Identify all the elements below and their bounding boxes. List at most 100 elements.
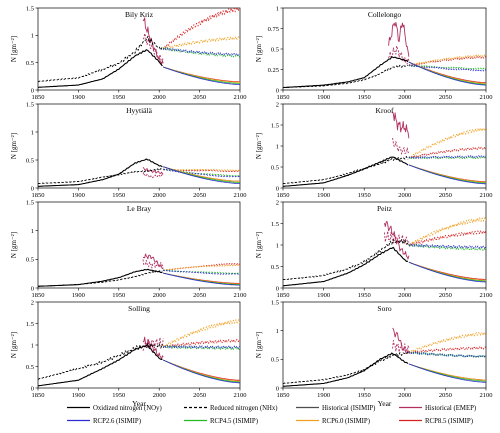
y-tick-label: 1.5 <box>271 299 279 306</box>
hist-noy-line <box>283 156 409 187</box>
x-tick-label: 1850 <box>32 192 45 199</box>
x-tick-label: 2050 <box>193 292 206 299</box>
x-tick-label: 1850 <box>32 94 45 101</box>
x-tick-label: 2000 <box>398 94 411 101</box>
y-tick-label: 1.5 <box>271 122 279 129</box>
hist-noy-line <box>38 344 163 387</box>
x-tick-label: 2050 <box>439 392 452 399</box>
plot-area <box>38 8 240 88</box>
legend: Oxidized nitrogen (NOy) Reduced nitrogen … <box>67 405 476 425</box>
panel-collelongo: Collelongo 0 0.25 0.5 0.75 1 1850 1900 1950 2000 2… <box>255 5 493 101</box>
x-tick-label: 1850 <box>32 392 45 399</box>
x-tick-label: 1900 <box>317 292 330 299</box>
emep-noy-line <box>392 327 410 354</box>
rcp45-nhx-line <box>162 47 240 58</box>
panel-title: Le Bray <box>127 204 152 213</box>
x-tick-label: 1950 <box>358 392 371 399</box>
legend-label: Historical (EMEP) <box>425 405 476 412</box>
x-tick-label: 1850 <box>277 392 290 399</box>
x-tick-label: 2100 <box>480 392 493 399</box>
panel-title: Bily Kriz <box>125 10 154 19</box>
x-tick-label: 1850 <box>32 292 45 299</box>
y-tick-label: 0.5 <box>271 46 279 53</box>
rcp85-nhx-line <box>408 230 486 247</box>
rcp45-nhx-line <box>408 243 486 251</box>
rcp45-nhx-line <box>408 156 486 160</box>
rcp26-nhx-line <box>162 345 240 349</box>
x-tick-label: 2100 <box>234 292 247 299</box>
plot-area <box>283 216 486 287</box>
rcp60-nhx-line <box>408 331 486 354</box>
y-tick-label: 2 <box>276 101 279 108</box>
y-tick-label: 1 <box>31 228 34 235</box>
y-axis-label: N [gm⁻²] <box>255 332 263 358</box>
x-tick-label: 1850 <box>277 94 290 101</box>
y-tick-label: 1 <box>31 342 34 349</box>
y-axis-label: N [gm⁻²] <box>255 232 263 258</box>
x-tick-label: 2000 <box>398 292 411 299</box>
x-tick-label: 1900 <box>72 192 85 199</box>
y-tick-label: 0 <box>276 87 279 94</box>
x-tick-label: 1900 <box>317 192 330 199</box>
y-axis-label: N [gm⁻²] <box>255 36 263 62</box>
rcp26-noy-line <box>163 166 240 184</box>
emep-nhx-line <box>392 340 410 354</box>
plot-frame <box>282 201 487 289</box>
x-tick-label: 2050 <box>193 392 206 399</box>
rcp26-noy-line <box>408 261 486 283</box>
panel-title: Kroof <box>376 106 394 115</box>
x-tick-label: 2000 <box>153 392 166 399</box>
panel-title: Peitz <box>377 204 393 213</box>
x-tick-label: 2100 <box>480 94 493 101</box>
hist-noy-line <box>283 246 409 287</box>
rcp45-nhx-line <box>162 345 240 350</box>
x-tick-label: 2100 <box>234 94 247 101</box>
panel-title: Solling <box>128 304 150 313</box>
plot-area <box>283 22 486 89</box>
x-tick-label: 2000 <box>153 94 166 101</box>
y-tick-label: 1 <box>276 143 279 150</box>
emep-noy-line <box>142 166 164 175</box>
x-tick-label: 1950 <box>358 292 371 299</box>
x-tick-label: 1950 <box>112 292 125 299</box>
panel-hyyti-l-: Hyytiälä 0 0.5 1 1.5 1850 1900 1950 2000 2050 2100… <box>10 101 247 199</box>
x-tick-label: 1950 <box>112 392 125 399</box>
y-axis-label: N [gm⁻²] <box>10 133 18 159</box>
rcp60-nhx-line <box>408 216 486 246</box>
legend-label: Reduced nitrogen (NHx) <box>210 405 278 412</box>
y-tick-label: 1.5 <box>271 221 279 228</box>
emep-nhx-line <box>142 259 164 269</box>
y-tick-label: 0.5 <box>271 164 279 171</box>
panel-bily-kriz: Bily Kriz 0 0.5 1 1.5 1850 1900 1950 2000 2050 210… <box>10 5 247 101</box>
rcp85-nhx-line <box>162 338 240 349</box>
rcp26-nhx-line <box>408 351 486 358</box>
y-tick-label: 0 <box>31 385 34 392</box>
emep-noy-line <box>384 220 410 260</box>
x-tick-label: 1900 <box>72 392 85 399</box>
y-tick-label: 2 <box>276 199 279 206</box>
legend-label: Oxidized nitrogen (NOy) <box>93 405 162 412</box>
rcp85-nhx-line <box>408 346 486 354</box>
y-tick-label: 0 <box>31 87 34 94</box>
panel-title: Collelongo <box>368 10 402 19</box>
rcp60-nhx-line <box>163 36 240 50</box>
x-tick-label: 1900 <box>317 392 330 399</box>
plot-frame <box>37 7 241 91</box>
x-tick-label: 1950 <box>358 192 371 199</box>
hist-nhx-line <box>283 351 409 385</box>
legend-label: RCP2.6 (ISIMIP) <box>93 418 141 425</box>
rcp26-noy-line <box>408 164 486 185</box>
rcp26-nhx-line <box>163 168 240 178</box>
panel-title: Soro <box>377 304 391 313</box>
y-tick-label: 1.5 <box>26 101 34 108</box>
x-tick-label: 1950 <box>112 94 125 101</box>
y-tick-label: 1 <box>276 5 279 12</box>
panel-peitz: Peitz 0 0.5 1 1.5 2 1850 1900 1950 2000 2050 2100 N … <box>255 199 493 299</box>
x-tick-label: 2000 <box>153 292 166 299</box>
rcp85-nhx-line <box>162 8 240 50</box>
y-tick-label: 2 <box>31 299 34 306</box>
x-tick-label: 1900 <box>72 292 85 299</box>
x-tick-label: 2050 <box>439 192 452 199</box>
emep-nhx-line <box>388 45 410 65</box>
